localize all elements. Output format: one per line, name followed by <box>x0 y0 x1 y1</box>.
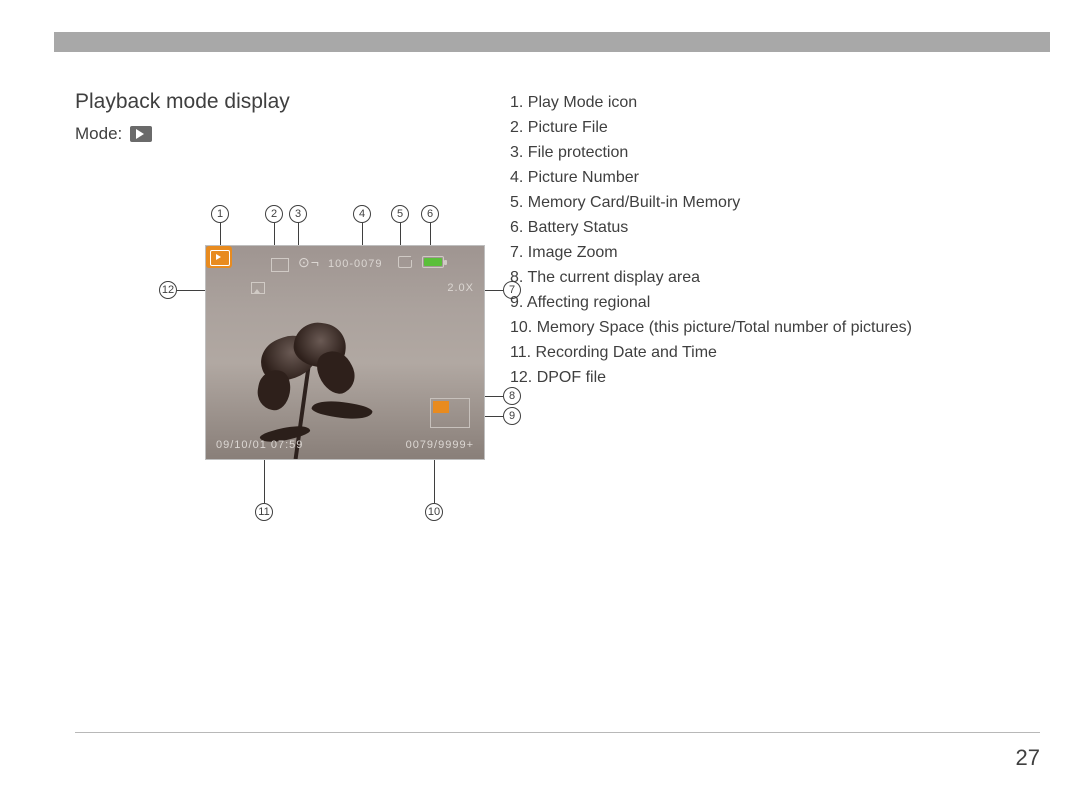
left-column: Playback mode display Mode: 1 2 3 4 5 6 … <box>75 90 475 144</box>
callout-6: 6 <box>421 205 439 223</box>
legend-item: 3. File protection <box>510 140 1050 165</box>
legend-item: 9. Affecting regional <box>510 290 1050 315</box>
flower-leaf <box>311 394 374 426</box>
battery-status-icon <box>422 256 444 268</box>
manual-page: Playback mode display Mode: 1 2 3 4 5 6 … <box>0 0 1080 785</box>
lead <box>434 455 435 503</box>
callout-11: 11 <box>255 503 273 521</box>
dpof-icon <box>251 282 265 294</box>
legend-item: 12. DPOF file <box>510 365 1050 390</box>
content-area: Playback mode display Mode: 1 2 3 4 5 6 … <box>75 90 1040 733</box>
file-protection-icon: ⊙¬ <box>298 254 320 271</box>
lcd-diagram: 1 2 3 4 5 6 7 8 9 10 11 12 <box>125 195 515 525</box>
photo-flower <box>224 319 384 459</box>
callout-3: 3 <box>289 205 307 223</box>
display-area-box <box>430 398 470 428</box>
callout-4: 4 <box>353 205 371 223</box>
image-zoom-text: 2.0X <box>447 282 474 294</box>
play-mode-icon <box>206 246 232 268</box>
callout-1: 1 <box>211 205 229 223</box>
callout-9: 9 <box>503 407 521 425</box>
memory-space-text: 0079/9999+ <box>406 439 474 451</box>
callout-10: 10 <box>425 503 443 521</box>
header-bar <box>54 32 1050 52</box>
callout-2: 2 <box>265 205 283 223</box>
page-number: 27 <box>1016 745 1040 771</box>
affecting-regional-box <box>433 401 449 413</box>
legend-item: 10. Memory Space (this picture/Total num… <box>510 315 1050 340</box>
legend-item: 7. Image Zoom <box>510 240 1050 265</box>
callout-5: 5 <box>391 205 409 223</box>
legend-item: 4. Picture Number <box>510 165 1050 190</box>
legend-item: 11. Recording Date and Time <box>510 340 1050 365</box>
datetime-text: 09/10/01 07:59 <box>216 439 303 451</box>
legend-item: 2. Picture File <box>510 115 1050 140</box>
picture-number-text: 100-0079 <box>328 258 383 270</box>
legend-list: 1. Play Mode icon 2. Picture File 3. Fil… <box>510 90 1050 390</box>
legend-item: 1. Play Mode icon <box>510 90 1050 115</box>
callout-12: 12 <box>159 281 177 299</box>
right-column: 1. Play Mode icon 2. Picture File 3. Fil… <box>510 90 1050 390</box>
legend-item: 6. Battery Status <box>510 215 1050 240</box>
legend-item: 5. Memory Card/Built-in Memory <box>510 190 1050 215</box>
lead <box>264 455 265 503</box>
legend-item: 8. The current display area <box>510 265 1050 290</box>
picture-file-icon <box>271 258 289 272</box>
lcd-screen: ⊙¬ 100-0079 2.0X 09/10/01 07:59 0079/999… <box>205 245 485 460</box>
playback-icon <box>130 126 152 142</box>
mode-label: Mode: <box>75 124 122 144</box>
section-title: Playback mode display <box>75 90 475 114</box>
mode-row: Mode: <box>75 124 475 144</box>
memory-card-icon <box>398 256 412 268</box>
